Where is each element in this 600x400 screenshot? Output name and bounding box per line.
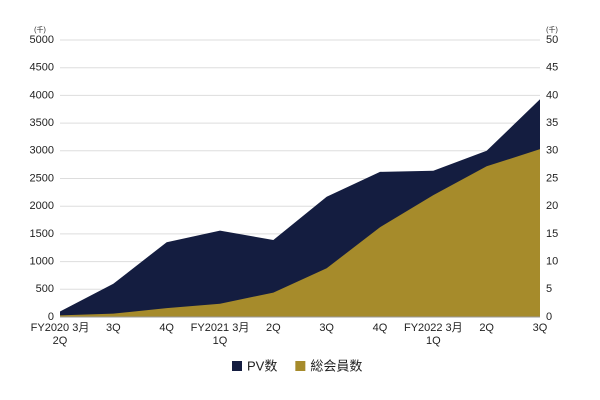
x-tick-label: FY2022 3月 [404,322,463,334]
y2-tick-label: 25 [546,172,558,184]
y2-tick-label: 20 [546,200,558,212]
y-tick-label: 5000 [30,34,54,46]
area [60,149,540,317]
y2-tick-label: 0 [546,311,552,323]
legend-label: PV数 [247,358,277,373]
y-tick-label: 1000 [30,256,54,268]
legend-swatch [232,361,242,371]
x-tick-label: 1Q [213,335,228,347]
y2-tick-label: 15 [546,228,558,240]
x-tick-label: 1Q [426,335,441,347]
x-tick-label: 2Q [479,322,494,334]
y-tick-label: 2000 [30,200,54,212]
x-tick-label: 4Q [159,322,174,334]
y2-tick-label: 45 [546,62,558,74]
x-tick-label: FY2021 3月 [191,322,250,334]
x-tick-label: 2Q [53,335,68,347]
legend-swatch [295,361,306,371]
y2-unit: (千) [546,25,558,34]
x-tick-label: 2Q [266,322,281,334]
y-tick-label: 4000 [30,89,54,101]
y-tick-label: 0 [48,311,54,323]
y2-tick-label: 5 [546,283,552,295]
y2-tick-label: 10 [546,256,558,268]
y-tick-label: 500 [36,283,54,295]
y-tick-label: 2500 [30,172,54,184]
x-tick-label: 3Q [106,322,121,334]
y2-tick-label: 35 [546,117,558,129]
y2-tick-label: 30 [546,145,558,157]
x-tick-label: FY2020 3月 [31,322,90,334]
y-tick-label: 1500 [30,228,54,240]
x-tick-label: 4Q [373,322,388,334]
y2-tick-label: 40 [546,89,558,101]
x-tick-label: 3Q [533,322,548,334]
x-tick-label: 3Q [319,322,334,334]
y-tick-label: 4500 [30,62,54,74]
y2-tick-label: 50 [546,34,558,46]
y-unit: (千) [34,25,46,34]
y-tick-label: 3000 [30,145,54,157]
y-tick-label: 3500 [30,117,54,129]
legend-label: 総会員数 [310,358,362,373]
